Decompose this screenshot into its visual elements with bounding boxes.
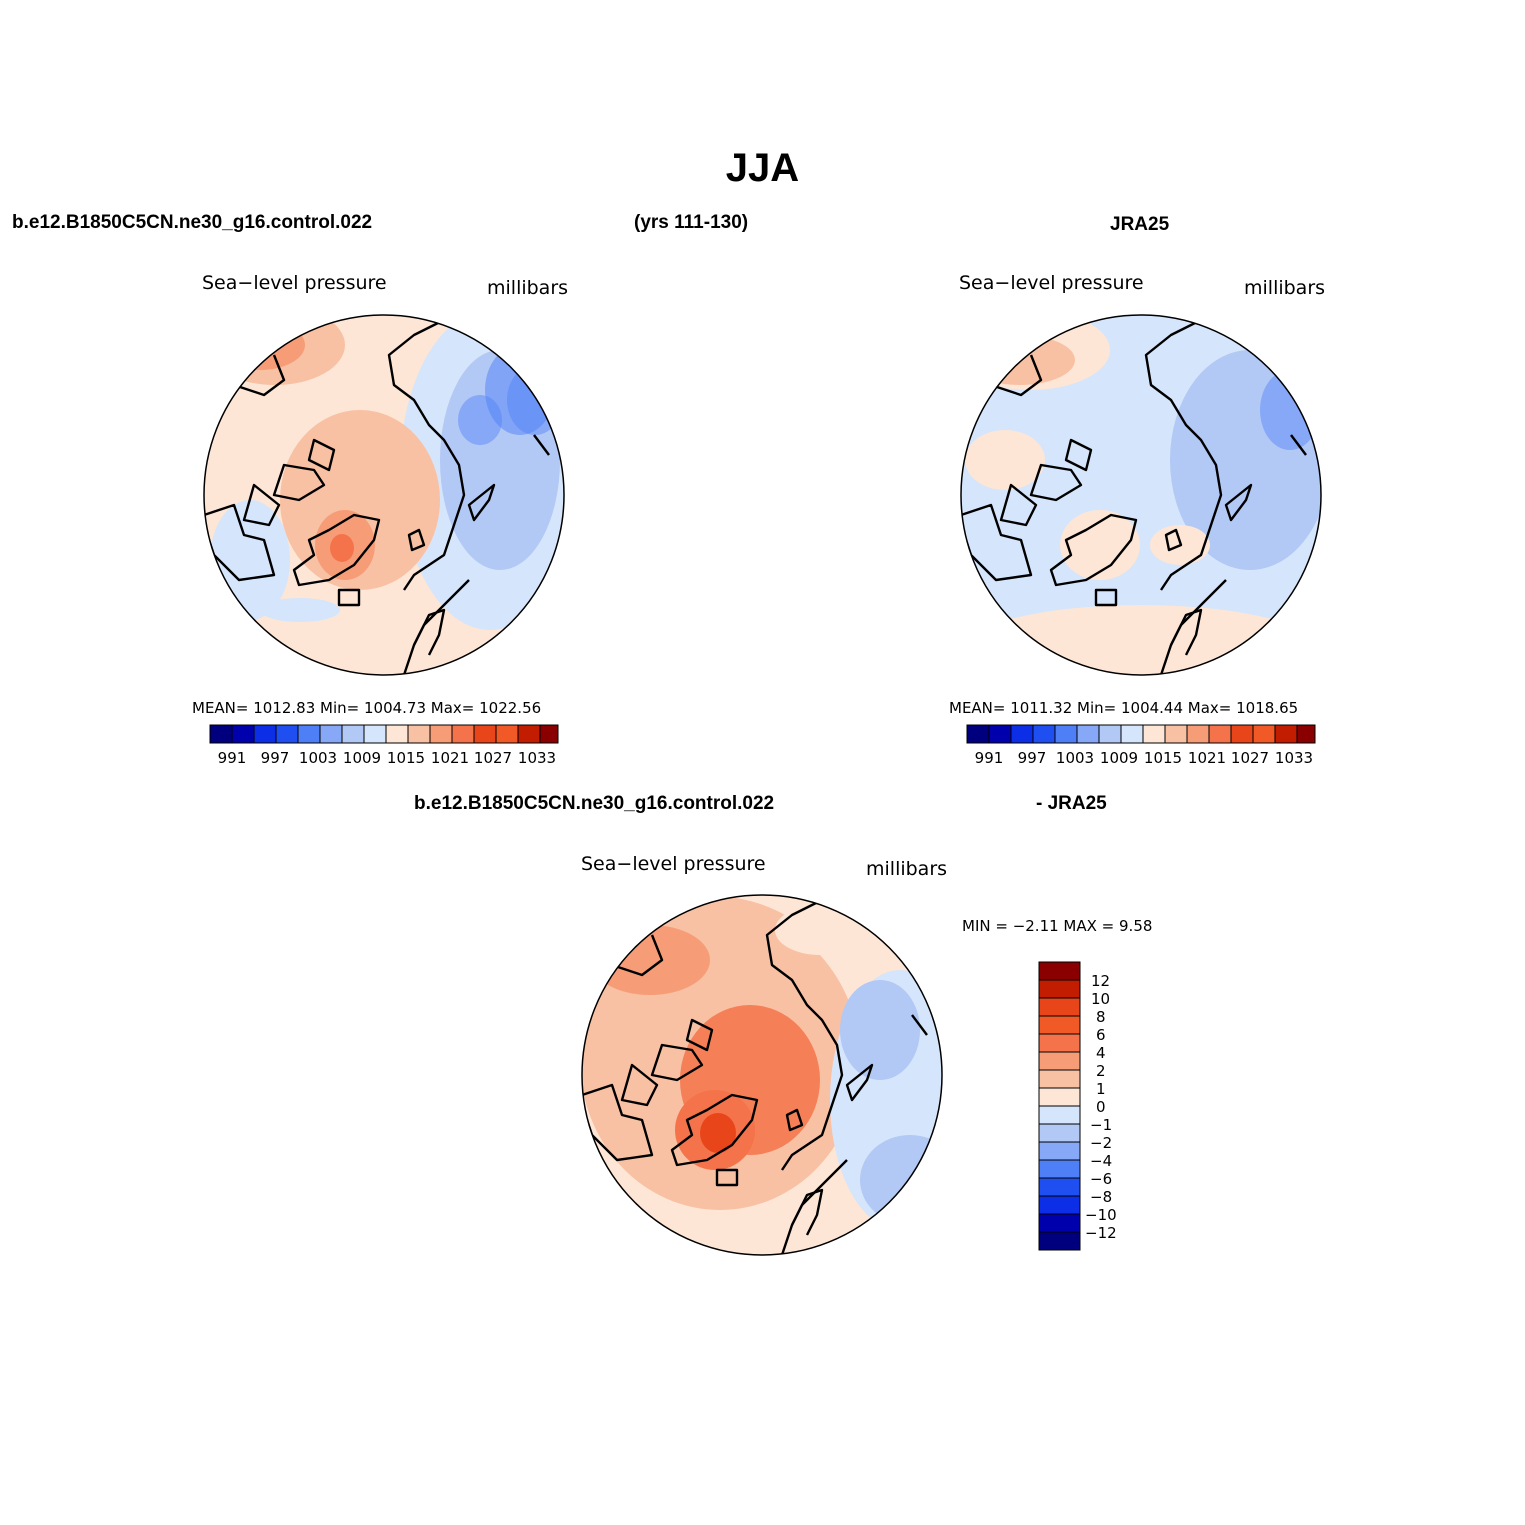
model-colorbar [209, 724, 559, 744]
diff-stats: MIN = −2.11 MAX = 9.58 [962, 917, 1153, 935]
diff-colorbar-tick: 4 [1096, 1044, 1106, 1062]
obs-variable-label: Sea−level pressure [959, 272, 1144, 294]
obs-colorbar-tick: 1033 [1274, 749, 1314, 767]
diff-colorbar-tick: −4 [1090, 1152, 1113, 1170]
model-stats: MEAN= 1012.83 Min= 1004.73 Max= 1022.56 [192, 699, 542, 717]
diff-header-obs-name: - JRA25 [1036, 793, 1107, 814]
obs-colorbar-tick: 1009 [1099, 749, 1139, 767]
model-map [203, 314, 565, 676]
diff-colorbar-tick: 8 [1096, 1008, 1106, 1026]
obs-stats: MEAN= 1011.32 Min= 1004.44 Max= 1018.65 [949, 699, 1299, 717]
diff-map [581, 894, 943, 1256]
diff-colorbar-tick: 2 [1096, 1062, 1106, 1080]
figure-title: JJA [725, 146, 800, 190]
model-colorbar-tick: 1015 [386, 749, 426, 767]
diff-colorbar-tick: −2 [1090, 1134, 1113, 1152]
model-colorbar-tick: 1003 [298, 749, 338, 767]
diff-colorbar-tick: 6 [1096, 1026, 1106, 1044]
diff-colorbar-tick: −8 [1090, 1188, 1113, 1206]
obs-colorbar-tick: 997 [1017, 749, 1047, 767]
obs-colorbar-tick: 1015 [1143, 749, 1183, 767]
diff-colorbar-tick: 10 [1091, 990, 1111, 1008]
diff-colorbar-tick: −10 [1085, 1206, 1117, 1224]
obs-colorbar-tick: 1003 [1055, 749, 1095, 767]
model-colorbar-tick: 991 [217, 749, 247, 767]
obs-units-label: millibars [1244, 277, 1326, 299]
diff-variable-label: Sea−level pressure [581, 853, 766, 875]
model-variable-label: Sea−level pressure [202, 272, 387, 294]
diff-colorbar-tick: 0 [1096, 1098, 1106, 1116]
diff-colorbar-tick: −1 [1090, 1116, 1113, 1134]
obs-colorbar-tick: 991 [974, 749, 1004, 767]
header-years: (yrs 111-130) [634, 212, 749, 233]
diff-colorbar-tick: −6 [1090, 1170, 1113, 1188]
diff-colorbar-tick: 12 [1091, 972, 1111, 990]
obs-colorbar [966, 724, 1316, 744]
diff-colorbar [1038, 961, 1081, 1251]
model-colorbar-tick: 1027 [473, 749, 513, 767]
model-colorbar-tick: 1009 [342, 749, 382, 767]
obs-colorbar-tick: 1027 [1230, 749, 1270, 767]
diff-colorbar-tick: 1 [1096, 1080, 1106, 1098]
header-case-name: b.e12.B1850C5CN.ne30_g16.control.022 [12, 212, 373, 233]
model-units-label: millibars [487, 277, 569, 299]
diff-units-label: millibars [866, 858, 948, 880]
model-colorbar-tick: 1033 [517, 749, 557, 767]
obs-map [960, 314, 1322, 676]
model-colorbar-tick: 997 [260, 749, 290, 767]
diff-colorbar-tick: −12 [1085, 1224, 1117, 1242]
diff-header-case-name: b.e12.B1850C5CN.ne30_g16.control.022 [414, 793, 775, 814]
obs-colorbar-tick: 1021 [1187, 749, 1227, 767]
model-colorbar-tick: 1021 [430, 749, 470, 767]
header-obs-name: JRA25 [1110, 214, 1170, 235]
